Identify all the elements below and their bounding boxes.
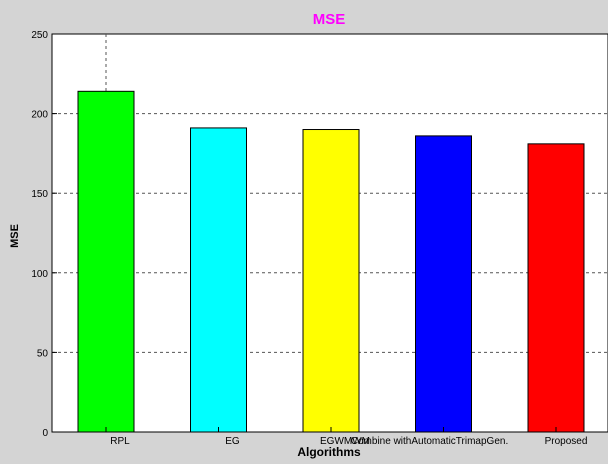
y-tick-label: 150: [31, 189, 48, 200]
x-tick-label: Proposed: [545, 436, 588, 447]
x-axis-label: Algorithms: [297, 445, 361, 459]
y-axis-ticks: 0 50 100 150 200 250: [31, 30, 57, 439]
y-axis-label: MSE: [9, 224, 21, 248]
bar: [190, 127, 247, 433]
bar: [527, 143, 585, 433]
x-tick-label: RPL: [110, 436, 130, 447]
bar: [415, 135, 472, 433]
x-tick-label: EGWMWM: [320, 436, 370, 447]
chart-title: MSE: [313, 11, 346, 28]
x-tick-label: EG: [225, 436, 240, 447]
x-tick-label: Combine withAutomaticTrimapGen.: [351, 436, 508, 447]
bar: [302, 129, 360, 433]
bar: [77, 90, 135, 433]
y-tick-label: 100: [31, 269, 48, 280]
y-tick-label: 50: [37, 348, 49, 359]
y-tick-label: 250: [31, 30, 48, 41]
bars: [77, 90, 585, 433]
y-tick-label: 0: [42, 428, 48, 439]
y-tick-label: 200: [31, 110, 48, 121]
